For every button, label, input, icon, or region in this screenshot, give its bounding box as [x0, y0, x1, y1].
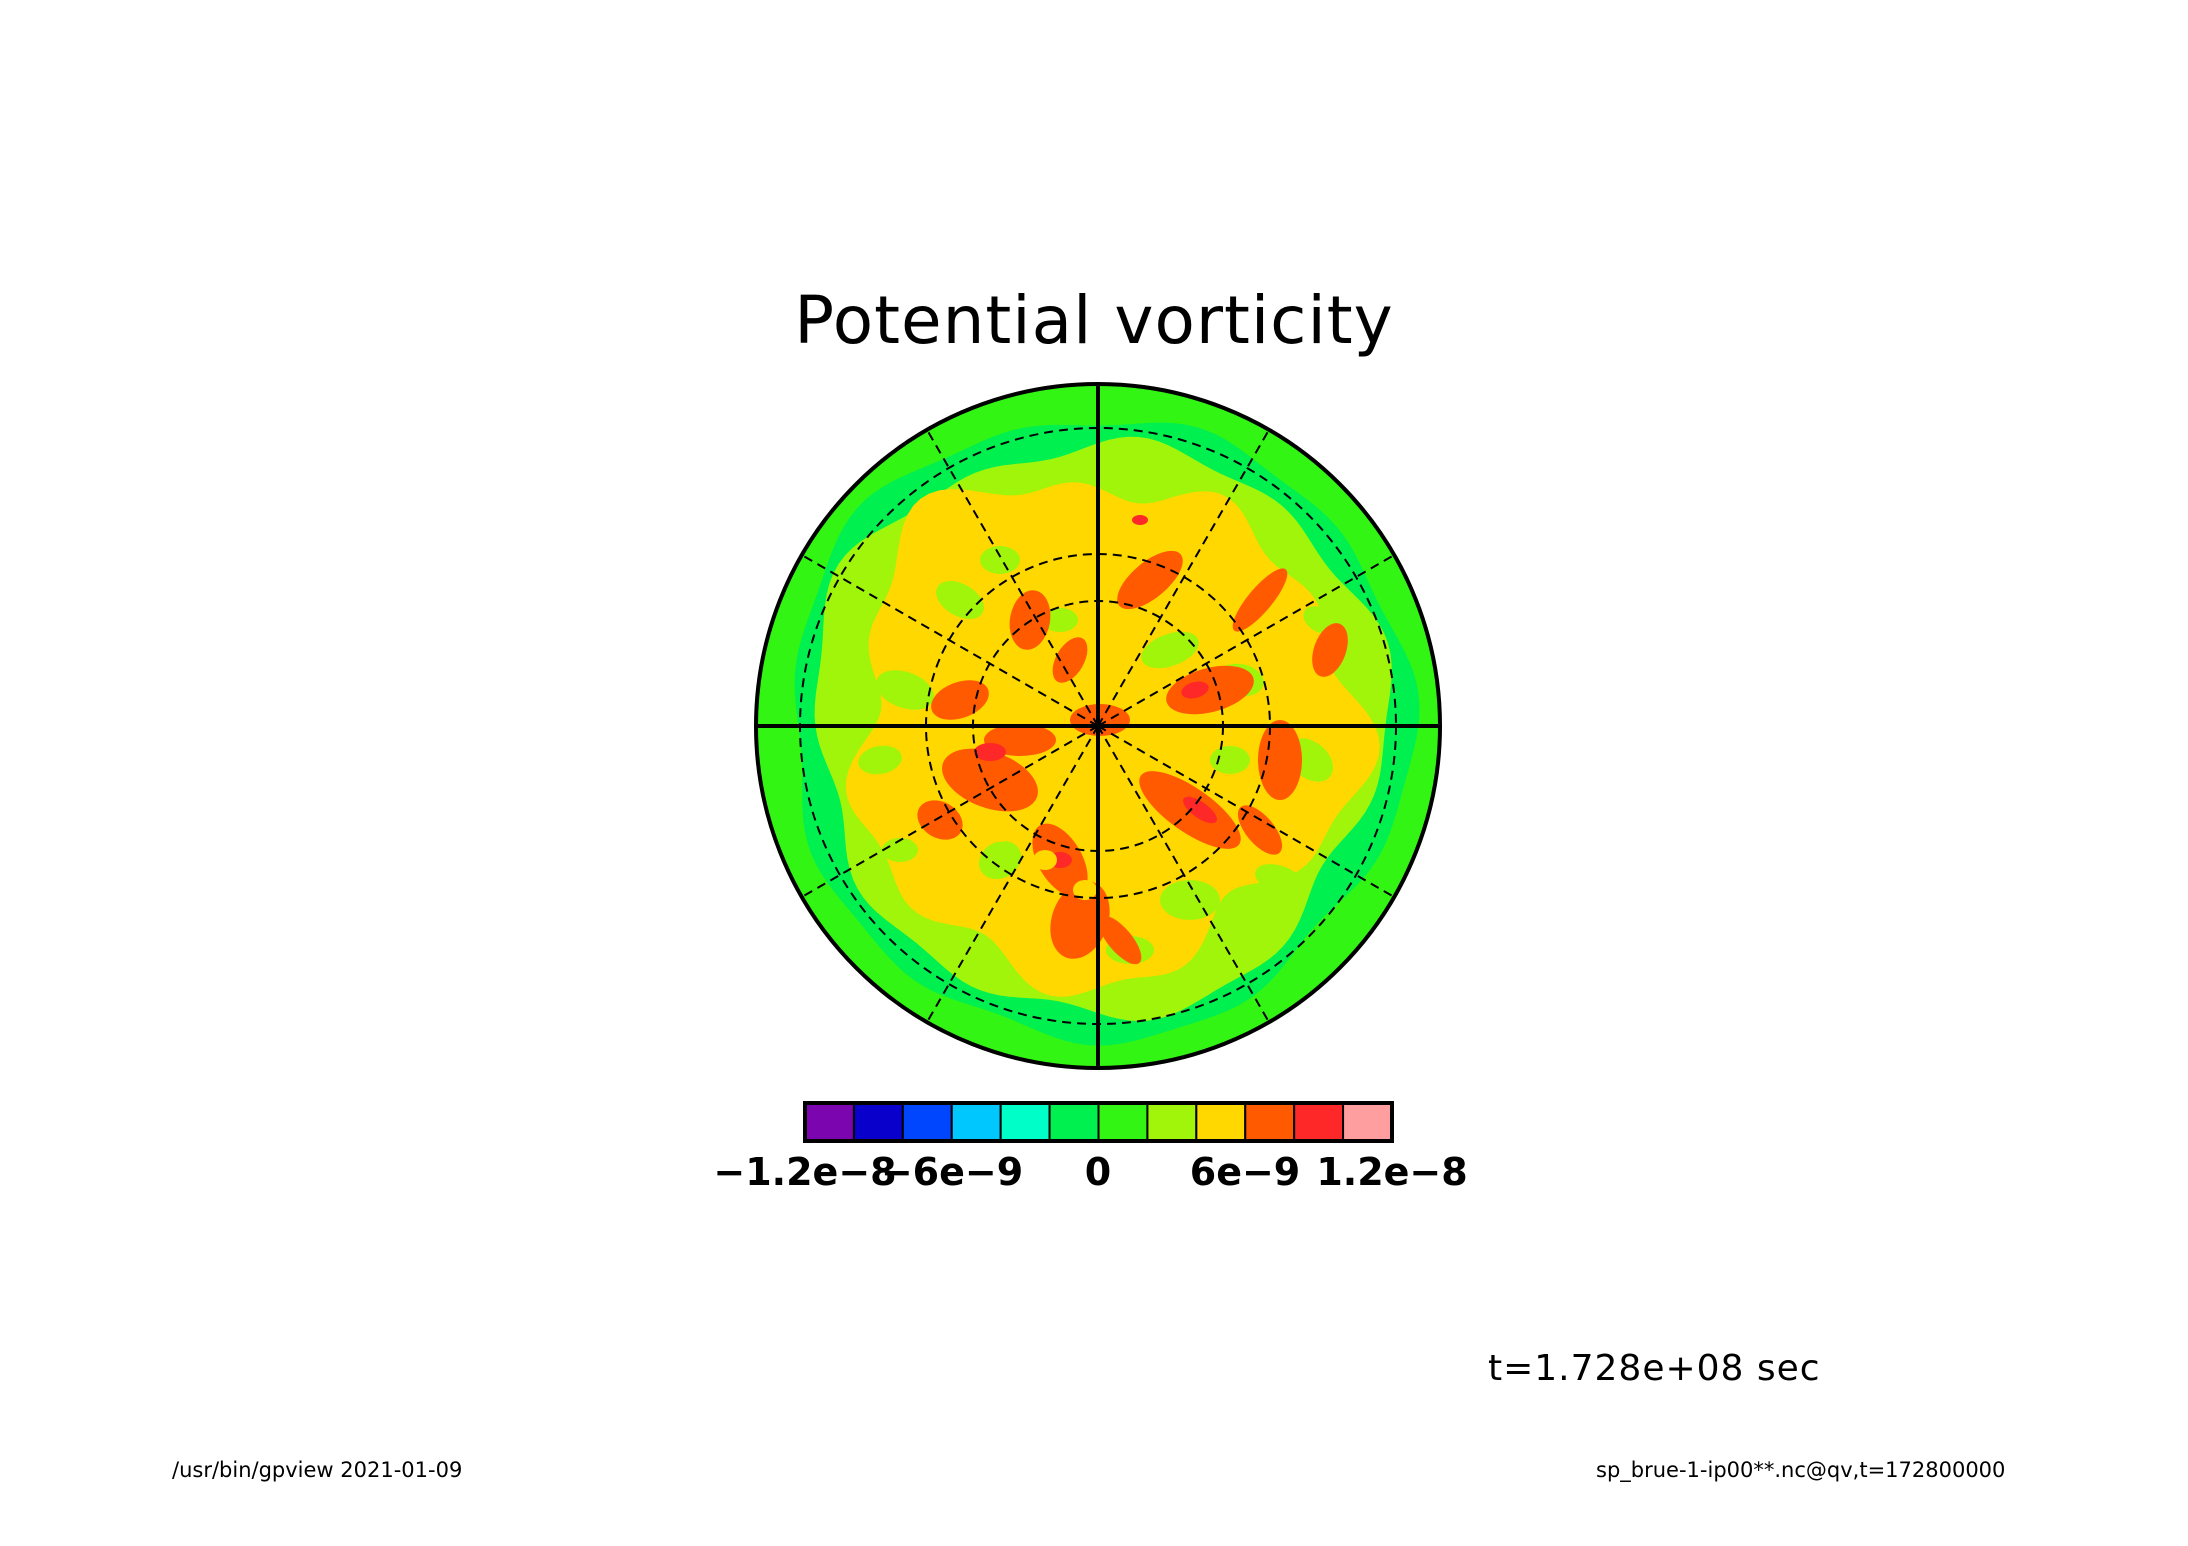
colorbar-swatch [1048, 1102, 1100, 1142]
field-blob [1258, 720, 1302, 800]
colorbar-tick-label: −1.2e−8 [713, 1150, 897, 1194]
field-blob [1141, 631, 1199, 669]
field-blob [1312, 623, 1348, 677]
field-blob [942, 748, 1038, 812]
colorbar-swatch [950, 1102, 1002, 1142]
colorbar-swatch [804, 1102, 855, 1142]
chart-title: Potential vorticity [794, 282, 1394, 359]
field-blob [1117, 550, 1183, 610]
colorbar-swatch [1244, 1102, 1296, 1142]
field-blob [1042, 608, 1078, 632]
colorbar-swatch [1342, 1102, 1393, 1142]
field-blob [986, 818, 1014, 842]
colorbar-frame [803, 1101, 1394, 1143]
colorbar-swatch [1195, 1102, 1247, 1142]
map-boundary [754, 382, 1442, 1070]
field-blob [1210, 746, 1250, 774]
footer-program-date: /usr/bin/gpview 2021-01-09 [172, 1458, 463, 1482]
footer-data-source: sp_brue-1-ip00**.nc@qv,t=172800000 [1596, 1458, 2006, 1482]
meridian-line [926, 725, 1099, 1023]
colorbar-swatch [999, 1102, 1051, 1142]
field-blob [980, 546, 1020, 574]
meridian-line [801, 725, 1099, 898]
colorbar-swatch [1293, 1102, 1345, 1142]
meridian-line [801, 554, 1099, 727]
field-blob [1232, 568, 1288, 632]
field-blob [1098, 915, 1142, 965]
grid-layer [756, 384, 1440, 1068]
meridian-line [926, 429, 1099, 727]
meridian-line [1097, 429, 1270, 727]
field-blob [1181, 681, 1209, 699]
meridian-line [1097, 554, 1395, 727]
time-annotation: t=1.728e+08 sec [1488, 1348, 1821, 1389]
field-blob [1255, 864, 1305, 896]
meridian-line [1097, 725, 1395, 898]
field-blob [882, 838, 918, 862]
field-blob [1073, 880, 1097, 900]
field-blob [858, 745, 902, 775]
field-blob [974, 743, 1006, 761]
colorbar-tick-label: 0 [1084, 1150, 1112, 1194]
colorbar-swatch [852, 1102, 904, 1142]
field-blob [1237, 805, 1283, 855]
field-blob [1182, 796, 1218, 824]
field-blob [876, 670, 934, 710]
colorbar-swatch [1146, 1102, 1198, 1142]
field-blob [1132, 515, 1148, 525]
colorbar-swatch [1097, 1102, 1149, 1142]
colorbar-tick-label: −6e−9 [880, 1150, 1024, 1194]
field-blob [1166, 665, 1254, 715]
colorbar-swatch [901, 1102, 953, 1142]
colorbar-tick-label: 1.2e−8 [1316, 1150, 1468, 1194]
field-blob [1050, 881, 1110, 959]
field-blob [1033, 850, 1057, 870]
colorbar-tick-label: 6e−9 [1189, 1150, 1301, 1194]
colorbar [803, 1101, 1394, 1143]
field-blob [1052, 637, 1088, 683]
field-blob [978, 840, 1022, 880]
meridian-line [1097, 725, 1270, 1023]
